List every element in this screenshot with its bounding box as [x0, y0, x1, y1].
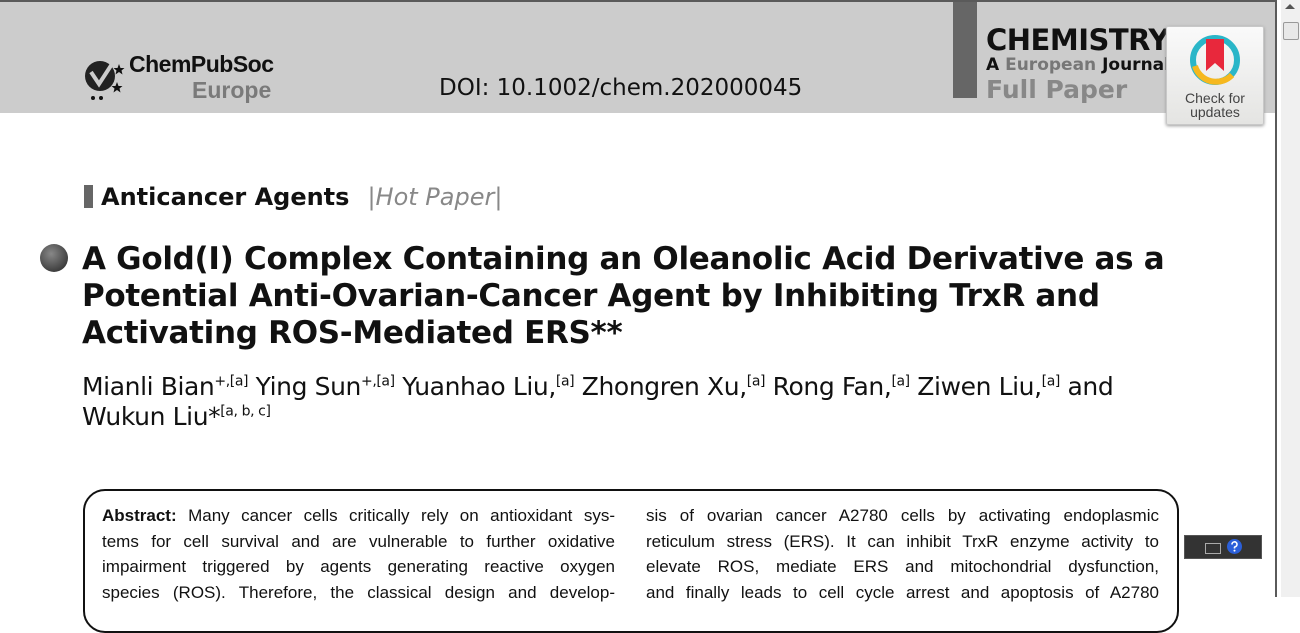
stars-logo-icon — [85, 61, 125, 100]
logo-line-1: ChemPubSoc — [129, 51, 274, 77]
crossmark-icon — [1190, 35, 1240, 85]
vertical-scrollbar[interactable] — [1281, 0, 1300, 597]
scroll-up-arrow-icon[interactable] — [1285, 4, 1295, 9]
section-heading: Anticancer Agents |Hot Paper| — [84, 183, 502, 211]
scrollbar-thumb[interactable] — [1283, 22, 1299, 40]
abstract-column-2: sis of ovarian cancer A2780 cells by act… — [646, 506, 1159, 602]
article-type: Full Paper — [986, 75, 1128, 104]
hot-paper-tag: |Hot Paper| — [367, 183, 503, 211]
abstract-column-1: Abstract: Many cancer cells critically r… — [102, 506, 615, 602]
doi: DOI: 10.1002/chem.202000045 — [439, 75, 803, 101]
logo-line-2: Europe — [192, 77, 272, 103]
article-title: A Gold(I) Complex Containing an Oleanoli… — [82, 241, 1165, 351]
check-for-updates-button[interactable]: Check for updates — [1166, 26, 1264, 125]
check-updates-line-2: updates — [1190, 104, 1240, 120]
author-list: Mianli Bian+,[a] Ying Sun+,[a] Yuanhao L… — [82, 372, 1114, 431]
help-icon[interactable] — [1227, 539, 1242, 554]
floating-input-toolbar[interactable] — [1184, 535, 1262, 559]
check-updates-line-1: Check for — [1185, 90, 1245, 106]
keyboard-icon[interactable] — [1205, 543, 1221, 554]
journal-accent-bar — [953, 2, 977, 98]
abstract-box: Abstract: Many cancer cells critically r… — [83, 489, 1179, 633]
chempubsoc-logo: ChemPubSoc Europe — [82, 52, 282, 104]
journal-subtitle: A European Journal — [986, 55, 1170, 75]
journal-name: CHEMISTRY — [986, 23, 1169, 57]
hot-paper-flame-icon — [40, 244, 68, 272]
header-band — [0, 2, 1275, 113]
